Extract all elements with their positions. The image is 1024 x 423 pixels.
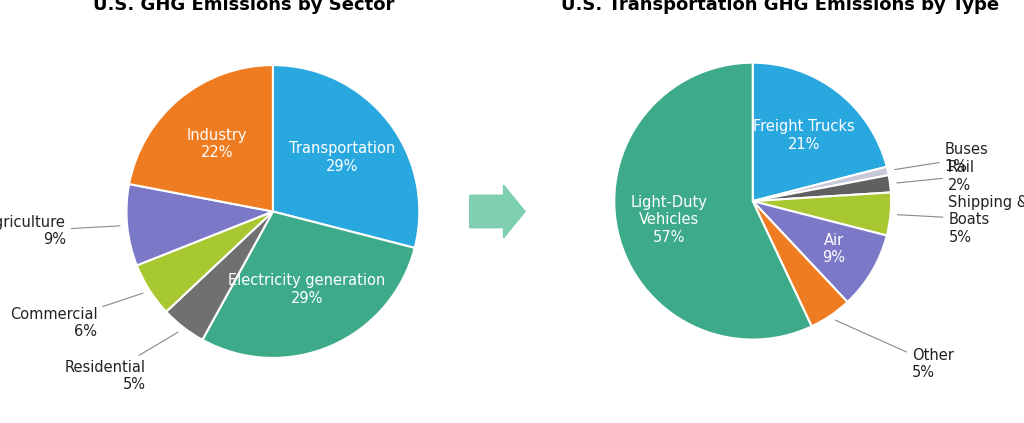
Title: U.S. GHG Emissions by Sector: U.S. GHG Emissions by Sector xyxy=(93,0,394,14)
Text: Rail
2%: Rail 2% xyxy=(897,160,975,193)
Wedge shape xyxy=(753,201,887,302)
FancyArrow shape xyxy=(470,185,525,238)
Text: Light-Duty
Vehicles
57%: Light-Duty Vehicles 57% xyxy=(631,195,708,245)
Wedge shape xyxy=(753,167,889,201)
Text: Buses
1%: Buses 1% xyxy=(895,142,988,174)
Text: Agriculture
9%: Agriculture 9% xyxy=(0,215,120,247)
Text: Other
5%: Other 5% xyxy=(836,320,953,380)
Wedge shape xyxy=(137,212,273,312)
Wedge shape xyxy=(166,212,273,340)
Text: Air
9%: Air 9% xyxy=(822,233,845,265)
Text: Industry
22%: Industry 22% xyxy=(186,128,247,160)
Text: Freight Trucks
21%: Freight Trucks 21% xyxy=(753,119,854,152)
Wedge shape xyxy=(127,184,273,265)
Text: Electricity generation
29%: Electricity generation 29% xyxy=(228,273,385,306)
Wedge shape xyxy=(753,201,848,327)
Text: Transportation
29%: Transportation 29% xyxy=(289,141,395,174)
Wedge shape xyxy=(753,175,891,201)
Title: U.S. Transportation GHG Emissions by Type: U.S. Transportation GHG Emissions by Typ… xyxy=(561,0,999,14)
Wedge shape xyxy=(203,212,415,358)
Wedge shape xyxy=(753,63,887,201)
Wedge shape xyxy=(129,65,273,211)
Wedge shape xyxy=(753,192,891,236)
Text: Commercial
6%: Commercial 6% xyxy=(9,293,143,339)
Text: Shipping &
Boats
5%: Shipping & Boats 5% xyxy=(897,195,1024,244)
Wedge shape xyxy=(614,63,812,340)
Text: Residential
5%: Residential 5% xyxy=(65,332,178,392)
Wedge shape xyxy=(273,65,419,248)
